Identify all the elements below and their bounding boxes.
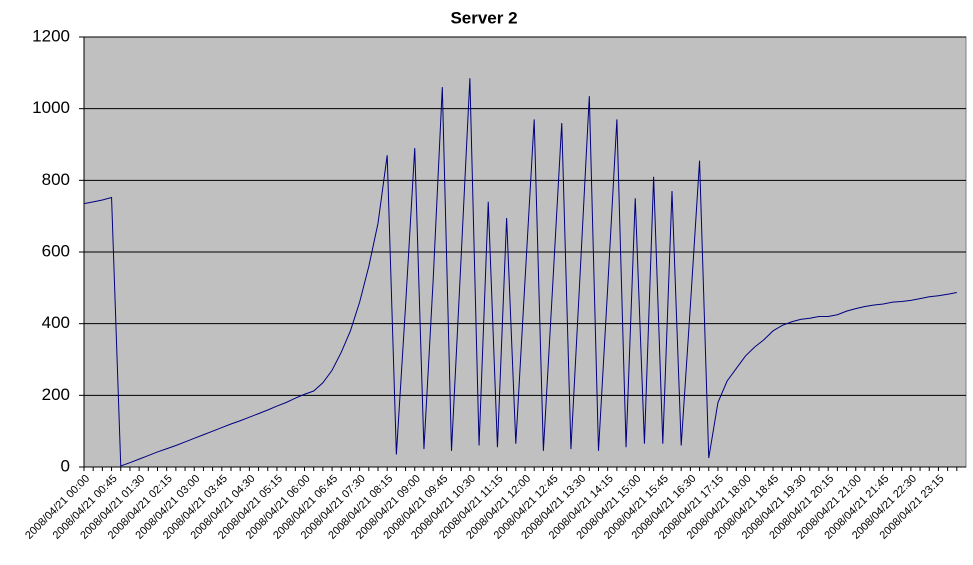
data-line (83, 78, 957, 467)
y-tick-label: 0 (61, 456, 70, 475)
y-tick-label: 400 (42, 313, 70, 332)
y-tick-label: 800 (42, 170, 70, 189)
y-tick-label: 1000 (32, 98, 70, 117)
y-tick-label: 600 (42, 241, 70, 260)
y-tick-label: 200 (42, 385, 70, 404)
chart-title: Server 2 (450, 8, 517, 27)
y-tick-label: 1200 (32, 26, 70, 45)
